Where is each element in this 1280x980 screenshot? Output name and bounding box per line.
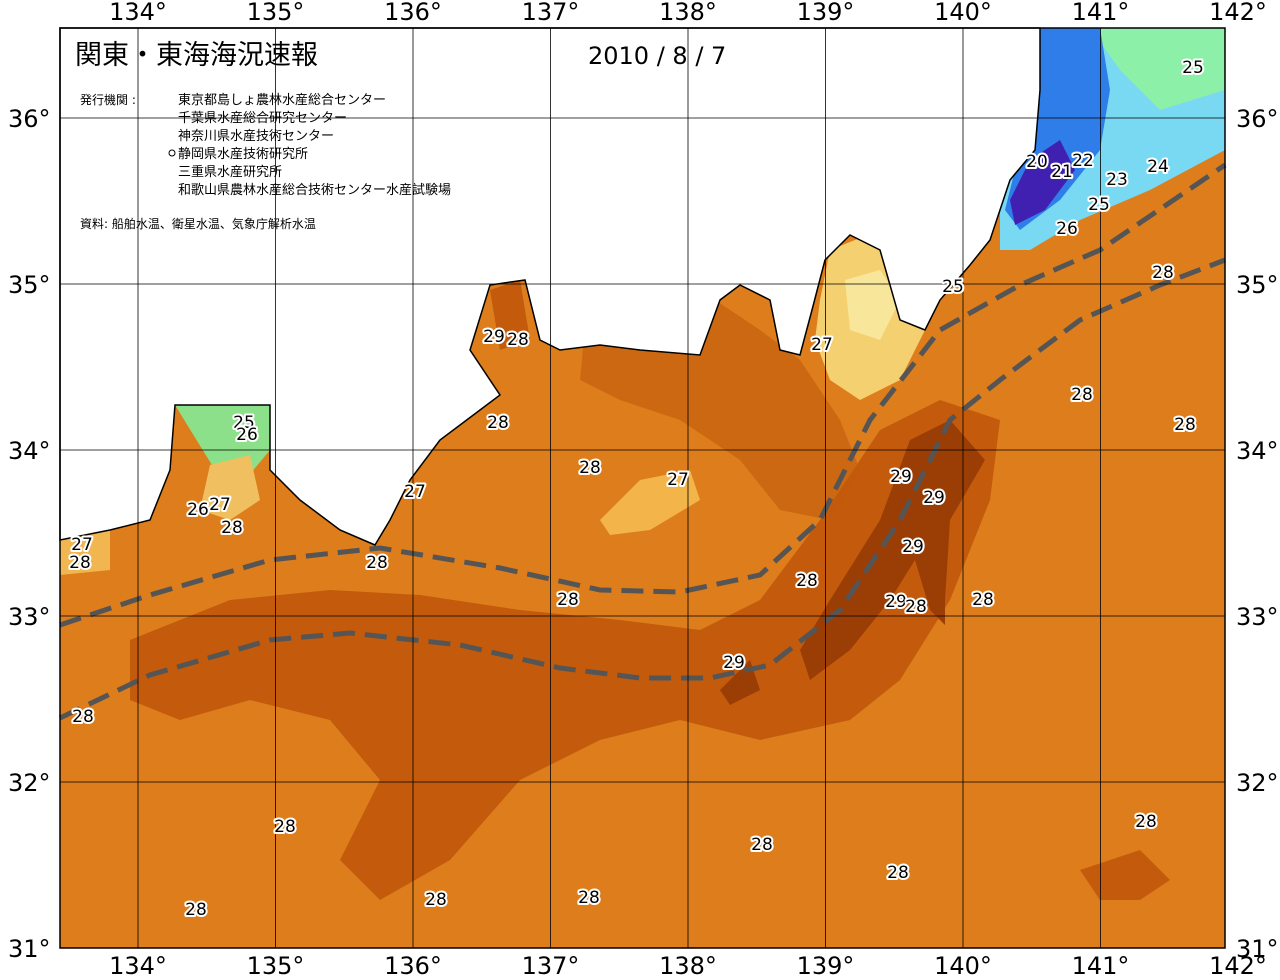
lat-label-left: 34° (8, 437, 51, 465)
contour-label: 28 (905, 597, 927, 617)
contour-label: 27 (404, 482, 426, 502)
issuer: 静岡県水産技術研究所 (178, 146, 308, 162)
axis-labels: 134° 134° 135° 135° 136° 136° 137° 137° 138° 138°… (8, 0, 1279, 980)
lat-label-right: 33° (1236, 603, 1279, 631)
contour-label: 28 (69, 553, 91, 573)
lat-label-right: 34° (1236, 437, 1279, 465)
issuers-label: 発行機関 : (80, 92, 136, 107)
contour-label: 28 (72, 707, 94, 727)
lon-label-top: 139° (797, 0, 855, 26)
lat-label-left: 32° (8, 769, 51, 797)
contour-label: 27 (209, 495, 231, 515)
contour-label: 27 (71, 535, 93, 555)
issuer-marker (168, 149, 176, 157)
contour-label: 28 (425, 890, 447, 910)
contour-label: 28 (796, 571, 818, 591)
lon-label-top: 141° (1072, 0, 1130, 26)
contour-label: 28 (578, 888, 600, 908)
lon-label-top: 137° (522, 0, 580, 26)
lat-label-left: 36° (8, 105, 51, 133)
lon-label-bottom: 139° (797, 952, 855, 980)
contour-label: 29 (483, 327, 505, 347)
graticule (60, 28, 1225, 948)
date: 2010 / 8 / 7 (588, 42, 726, 70)
issuer: 和歌山県農林水産総合技術センター水産試験場 (178, 182, 451, 198)
kuroshio-axis (58, 162, 1227, 721)
contour-label: 28 (221, 518, 243, 538)
contour-label: 28 (507, 330, 529, 350)
lon-label-bottom: 140° (934, 952, 992, 980)
contour-label: 28 (1174, 415, 1196, 435)
contour-label: 22 (1072, 151, 1094, 171)
issuer: 千葉県水産総合研究センター (178, 110, 347, 126)
lon-label-bottom: 136° (384, 952, 442, 980)
cold-water (1000, 28, 1225, 250)
contour-label: 23 (1106, 170, 1128, 190)
lon-label-bottom: 135° (247, 952, 305, 980)
contour-label: 29 (723, 653, 745, 673)
contour-label: 21 (1051, 162, 1073, 182)
issuer: 三重県水産研究所 (178, 164, 282, 180)
lon-label-top: 134° (109, 0, 167, 26)
contour-label: 25 (942, 277, 964, 297)
contour-label: 29 (923, 488, 945, 508)
lon-label-top: 142° (1209, 0, 1267, 26)
contour-label: 28 (557, 590, 579, 610)
sources: 資料: 船舶水温、衛星水温、気象庁解析水温 (80, 216, 316, 231)
contour-label: 29 (890, 467, 912, 487)
issuer-list: 東京都島しょ農林水産総合センター千葉県水産総合研究センター神奈川県水産技術センタ… (168, 92, 451, 198)
contour-label: 28 (274, 817, 296, 837)
contour-label: 28 (751, 835, 773, 855)
contour-label: 27 (667, 470, 689, 490)
contour-label: 25 (1182, 58, 1204, 78)
contour-label: 24 (1147, 157, 1169, 177)
lat-label-right: 35° (1236, 271, 1279, 299)
lat-label-left: 31° (8, 935, 51, 963)
contour-label: 26 (1056, 219, 1078, 239)
issuer: 神奈川県水産技術センター (178, 128, 334, 144)
lat-label-right: 32° (1236, 769, 1279, 797)
lon-label-bottom: 138° (659, 952, 717, 980)
lon-label-top: 136° (384, 0, 442, 26)
contour-label: 25 (233, 413, 255, 433)
contour-label: 28 (887, 863, 909, 883)
lat-label-right: 31° (1236, 935, 1279, 963)
contour-label: 29 (902, 537, 924, 557)
contour-label: 28 (487, 413, 509, 433)
lon-label-top: 138° (659, 0, 717, 26)
lat-label-left: 35° (8, 271, 51, 299)
lon-label-bottom: 141° (1072, 952, 1130, 980)
contour-label: 28 (579, 458, 601, 478)
lon-label-top: 135° (247, 0, 305, 26)
lat-label-right: 36° (1236, 105, 1279, 133)
lon-label-bottom: 134° (109, 952, 167, 980)
frame (59, 27, 1226, 949)
lon-label-bottom: 142° (1209, 952, 1267, 980)
contour-label: 28 (366, 553, 388, 573)
contour-label: 26 (187, 500, 209, 520)
contour-label: 28 (1152, 263, 1174, 283)
contour-label: 28 (972, 590, 994, 610)
land (59, 27, 1041, 546)
contour-label: 28 (1071, 385, 1093, 405)
contour-label: 28 (185, 900, 207, 920)
contour-label: 29 (885, 592, 907, 612)
contour-label: 25 (1088, 195, 1110, 215)
lon-label-top: 140° (934, 0, 992, 26)
contour-label: 27 (811, 335, 833, 355)
contour-label: 26 (236, 425, 258, 445)
contour-label: 28 (1135, 812, 1157, 832)
lon-label-bottom: 137° (522, 952, 580, 980)
lat-label-left: 33° (8, 603, 51, 631)
title: 関東・東海海況速報 (75, 40, 318, 71)
issuer: 東京都島しょ農林水産総合センター (178, 92, 386, 108)
contour-label: 20 (1026, 152, 1048, 172)
